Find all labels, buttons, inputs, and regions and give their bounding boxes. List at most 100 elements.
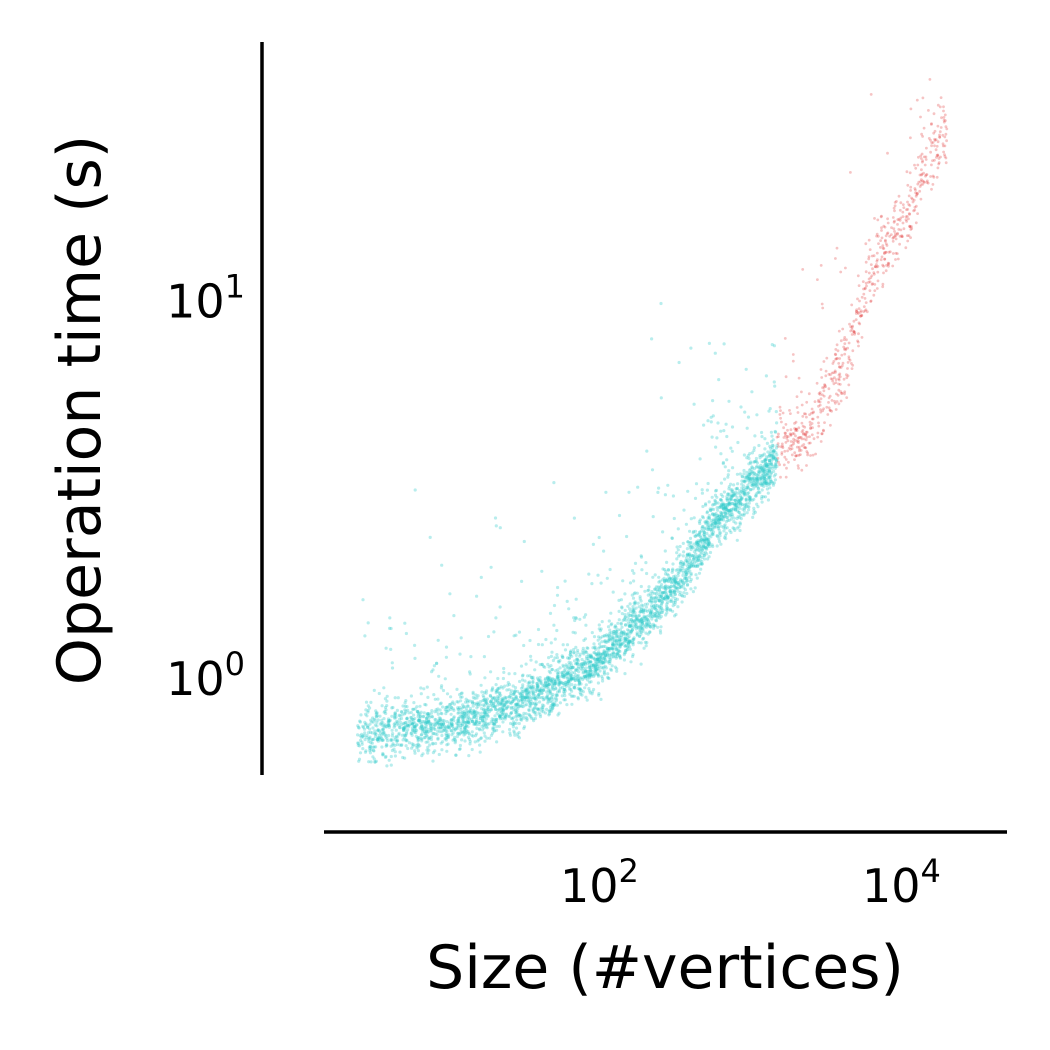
data-point [466, 704, 470, 709]
data-point [459, 636, 463, 640]
data-point [468, 709, 472, 713]
data-point [730, 425, 735, 429]
data-point [535, 686, 540, 690]
data-point [780, 420, 783, 424]
data-point [491, 702, 495, 706]
data-point [498, 717, 502, 721]
data-point [451, 722, 455, 726]
data-point [489, 565, 493, 569]
data-point [545, 684, 549, 688]
data-point [535, 701, 539, 706]
data-point [632, 592, 636, 596]
data-point [741, 507, 745, 511]
data-point [444, 712, 448, 716]
data-point [739, 517, 743, 521]
data-point [832, 382, 836, 386]
data-point [464, 724, 468, 728]
data-point [360, 732, 364, 736]
data-point [440, 733, 444, 738]
data-point [451, 731, 455, 735]
data-point [675, 577, 679, 581]
data-point [490, 717, 494, 721]
data-point [666, 568, 671, 572]
data-point [611, 647, 615, 651]
data-point [533, 710, 537, 714]
data-point [531, 696, 536, 700]
data-point [756, 487, 760, 491]
data-point [813, 400, 817, 403]
data-point [460, 731, 464, 735]
data-point [452, 715, 456, 719]
data-point [821, 386, 824, 390]
data-point [615, 669, 619, 673]
data-point [467, 720, 471, 725]
data-point [381, 753, 385, 757]
data-point [631, 614, 635, 619]
data-point [821, 409, 825, 413]
data-point [618, 649, 622, 654]
data-point [554, 686, 558, 690]
data-point [713, 521, 717, 525]
data-point [512, 692, 516, 696]
data-point [722, 503, 726, 507]
data-point [398, 750, 402, 754]
data-point [889, 233, 893, 237]
data-point [444, 738, 448, 742]
data-point [578, 687, 582, 691]
data-point [385, 743, 389, 748]
data-point [368, 747, 372, 751]
data-point [604, 666, 608, 670]
data-point [494, 683, 498, 687]
data-point [907, 194, 911, 198]
data-point [590, 656, 594, 660]
data-point [453, 738, 457, 742]
data-point [459, 691, 463, 696]
data-point [748, 488, 753, 492]
data-point [748, 498, 752, 502]
data-point [704, 541, 708, 545]
data-point [669, 578, 673, 582]
data-point [935, 175, 939, 179]
data-point [522, 539, 526, 544]
data-point [933, 144, 936, 148]
data-point [503, 684, 507, 688]
data-point [458, 747, 462, 751]
data-point [605, 653, 610, 657]
data-point [767, 409, 771, 413]
data-point [915, 98, 919, 102]
data-point [634, 618, 638, 623]
data-point [605, 654, 609, 658]
data-point [893, 209, 896, 213]
data-point [484, 722, 489, 726]
data-point [645, 609, 650, 613]
data-point [746, 454, 750, 458]
data-point [627, 634, 631, 639]
data-point [492, 717, 496, 722]
data-point [642, 615, 647, 620]
data-point [639, 618, 644, 622]
data-point [715, 520, 719, 525]
data-point [527, 712, 531, 717]
data-point [695, 555, 700, 559]
data-point [486, 707, 490, 711]
data-point [523, 688, 527, 692]
data-point [742, 492, 746, 496]
data-point [666, 596, 670, 600]
data-point [373, 723, 377, 727]
data-point [629, 613, 633, 618]
data-point [768, 474, 772, 478]
data-point [514, 696, 518, 700]
data-point [592, 666, 596, 670]
data-point [567, 671, 572, 675]
data-point [685, 560, 690, 565]
data-point [415, 723, 419, 727]
data-point [605, 650, 609, 654]
data-point [587, 572, 591, 576]
data-point [410, 742, 414, 746]
data-point [486, 702, 490, 706]
data-point [761, 460, 765, 464]
data-point [685, 547, 690, 551]
data-point [694, 544, 698, 548]
data-point [717, 514, 722, 518]
data-point [710, 529, 714, 533]
